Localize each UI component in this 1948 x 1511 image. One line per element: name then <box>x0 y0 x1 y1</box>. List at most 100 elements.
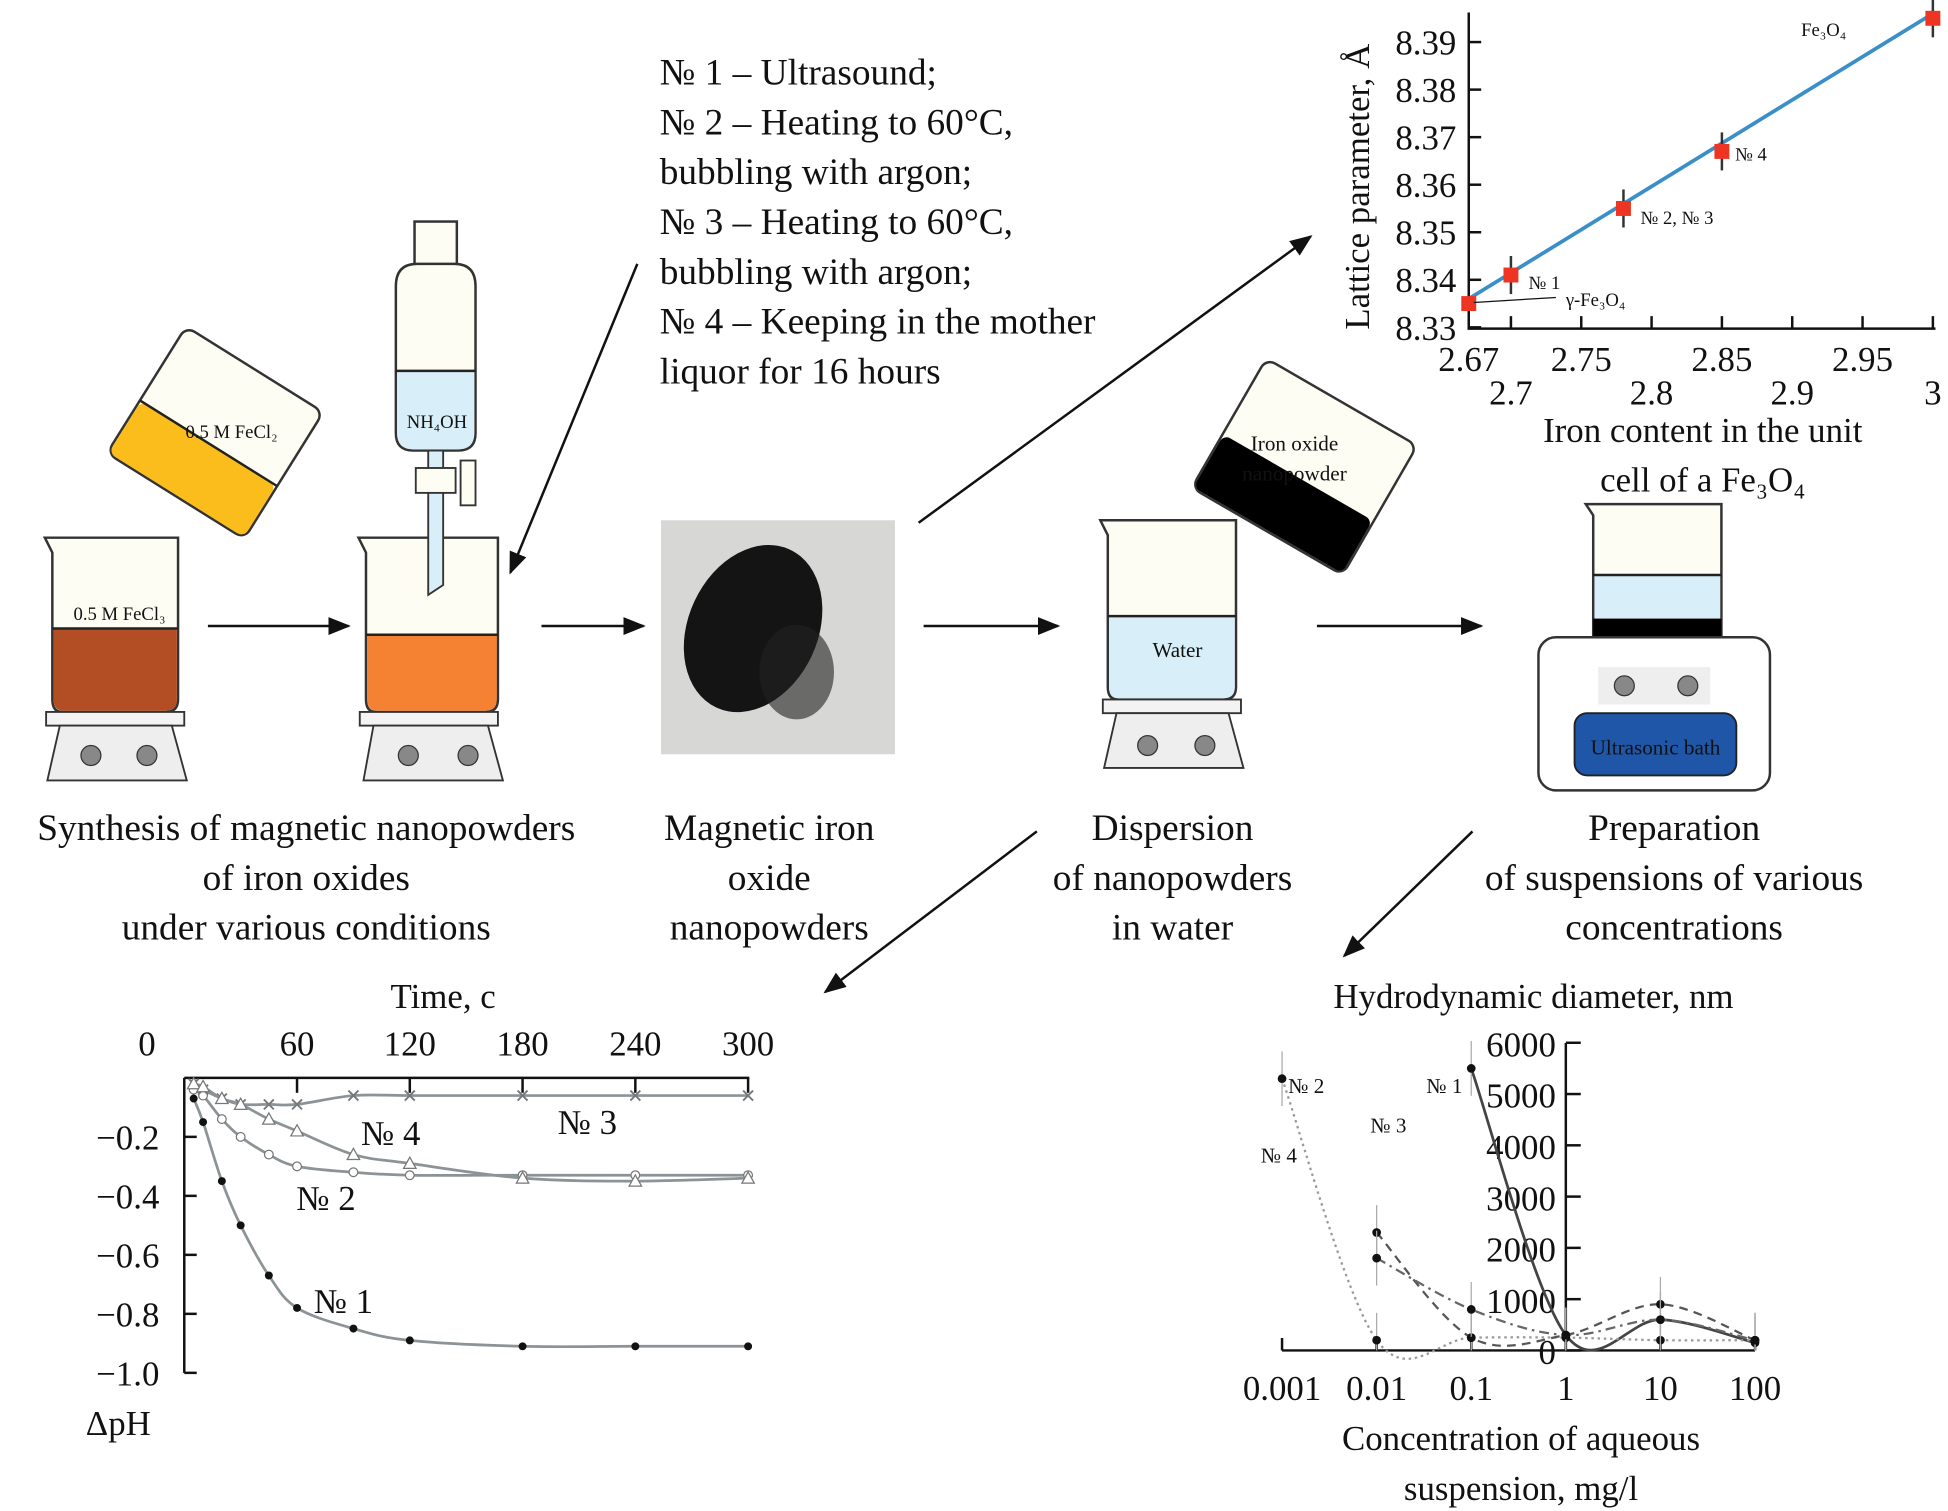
ph-chart: Time, c ΔpH 0 60 120 180 240 300 −0.2 −0.4 −0.6 −… <box>86 977 774 1443</box>
data-point <box>233 1096 248 1111</box>
point-label: γ-Fe₃O₄ <box>1565 290 1626 311</box>
data-point <box>1750 1335 1760 1345</box>
fit-line <box>1467 11 1934 301</box>
fecl2-label: 0.5 M FeCl₂ <box>186 422 278 443</box>
water-label: Water <box>1153 638 1203 662</box>
x-tick-label: 2.85 <box>1691 340 1752 379</box>
data-point <box>347 1089 360 1102</box>
caption-synthesis: under various conditions <box>122 908 491 949</box>
x-tick-label: 0.001 <box>1243 1369 1321 1408</box>
caption-nanopowders: nanopowders <box>670 908 869 949</box>
point-label: № 2, № 3 <box>1641 208 1714 229</box>
leader-line <box>1473 296 1556 304</box>
data-point <box>1466 1064 1476 1073</box>
x-tick-label: 0.1 <box>1449 1369 1493 1408</box>
condition-line: bubbling with argon; <box>660 252 972 293</box>
point-label: № 1 <box>1528 273 1560 294</box>
series-label: № 4 <box>361 1114 420 1153</box>
nh4oh-label: NH₄OH <box>407 412 467 433</box>
hotplate <box>45 711 188 782</box>
hydrodynamic-chart: Hydrodynamic diameter, nm Concentration … <box>1243 977 1781 1508</box>
data-point <box>186 1076 201 1090</box>
nanopowder-photo <box>660 520 895 755</box>
caption-synthesis: of iron oxides <box>203 858 410 899</box>
caption-dispersion: in water <box>1112 908 1234 949</box>
series-label: № 3 <box>1370 1114 1406 1138</box>
x-axis-label: Time, c <box>391 977 496 1016</box>
y-tick-label: 4000 <box>1486 1128 1556 1167</box>
y-tick-label: −0.2 <box>96 1118 159 1157</box>
data-point <box>1466 1333 1476 1342</box>
data-point <box>346 1147 361 1161</box>
data-point <box>199 1118 208 1127</box>
data-point <box>742 1089 754 1102</box>
y-tick-label: 8.39 <box>1395 24 1456 63</box>
x-tick-label: 0.01 <box>1346 1369 1407 1408</box>
x-axis-label: Iron content in the unit <box>1543 411 1863 450</box>
x-tick-label: 180 <box>496 1024 548 1063</box>
ultrasonic-setup <box>1537 502 1772 792</box>
fecl3-beaker <box>42 536 180 714</box>
condition-line: № 2 – Heating to 60°C, <box>660 102 1013 143</box>
caption-preparation: Preparation <box>1588 808 1760 849</box>
y-tick-label: 8.35 <box>1395 214 1456 253</box>
y-tick-label: −0.4 <box>96 1177 159 1216</box>
y-axis-label: Lattice parameter, Å <box>1338 44 1377 330</box>
y-tick-label: 8.38 <box>1395 71 1456 110</box>
data-point <box>1372 1253 1381 1263</box>
condition-line: bubbling with argon; <box>660 152 972 193</box>
series-label: № 4 <box>1261 1143 1297 1167</box>
arrow <box>823 830 1038 994</box>
data-point <box>261 1111 277 1125</box>
point-label: Fe₃O₄ <box>1801 20 1846 41</box>
x-axis-label: Concentration of aqueous <box>1342 1419 1700 1458</box>
water-beaker <box>1098 519 1238 701</box>
powder-label: Iron oxide <box>1251 432 1338 456</box>
x-tick-label: 2.95 <box>1832 340 1893 379</box>
data-point <box>405 1336 414 1345</box>
x-tick-label: 2.7 <box>1489 374 1533 413</box>
burette <box>394 220 477 597</box>
y-tick-label: 3000 <box>1486 1179 1556 1218</box>
x-tick-label: 2.9 <box>1770 374 1814 413</box>
data-point <box>214 1091 230 1105</box>
y-tick-label: 8.34 <box>1395 261 1456 300</box>
data-point <box>629 1089 641 1102</box>
data-point <box>1503 267 1519 283</box>
y-tick-label: −0.6 <box>96 1236 159 1275</box>
data-point <box>1615 201 1631 216</box>
data-point <box>1466 1305 1476 1314</box>
caption-preparation: concentrations <box>1565 908 1783 949</box>
caption-dispersion: of nanopowders <box>1053 858 1292 899</box>
y-tick-label: −0.8 <box>96 1295 159 1334</box>
y-tick-label: 0 <box>1538 1333 1555 1372</box>
data-point <box>628 1173 643 1187</box>
y-axis-label: Hydrodynamic diameter, nm <box>1333 977 1733 1016</box>
powder-label: nanopowder <box>1242 461 1347 485</box>
data-point <box>1277 1074 1287 1084</box>
flow-arrows <box>207 235 1484 994</box>
y-tick-label: 8.36 <box>1395 166 1456 205</box>
series-line <box>192 1097 749 1349</box>
caption-nanopowders: Magnetic iron <box>664 808 875 849</box>
data-point <box>516 1089 529 1102</box>
data-point <box>740 1170 756 1184</box>
y-tick-label: 1000 <box>1486 1282 1556 1321</box>
arrow <box>509 263 639 575</box>
series-label: № 3 <box>558 1103 617 1142</box>
fecl3-label: 0.5 M FeCl₃ <box>74 604 166 625</box>
data-point <box>404 1170 415 1181</box>
series-label: № 1 <box>314 1282 373 1321</box>
x-tick-label: 120 <box>384 1024 436 1063</box>
data-point <box>189 1094 198 1103</box>
series-line <box>192 1082 749 1107</box>
data-point <box>293 1303 302 1312</box>
series-label: № 2 <box>296 1179 355 1218</box>
y-tick-label: 2000 <box>1486 1231 1556 1270</box>
x-axis-label: cell of a Fe₃O₄ <box>1600 461 1805 500</box>
hotplate <box>1101 698 1245 769</box>
x-tick-label: 10 <box>1643 1369 1678 1408</box>
data-point <box>236 1221 245 1230</box>
caption-nanopowders: oxide <box>728 858 811 899</box>
